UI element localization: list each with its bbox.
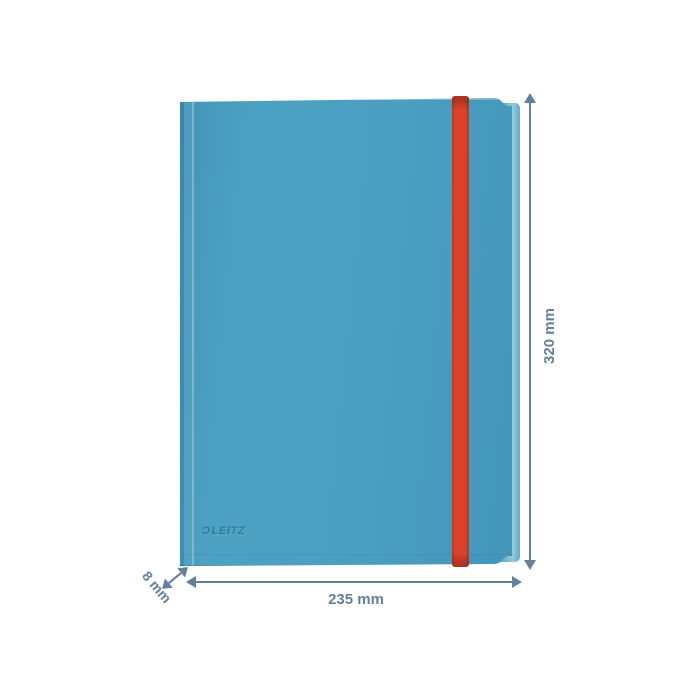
arrow-down-icon [524, 560, 536, 570]
width-dimension-label: 235 mm [328, 591, 384, 608]
arrow-up-icon [524, 93, 536, 103]
width-dimension-line [192, 581, 516, 583]
folder-bottom-fold-line [180, 554, 512, 555]
brand-logo: ƆLEITZ [202, 525, 245, 537]
folder-spine-fold-line [192, 98, 194, 566]
height-dimension-label: 320 mm [541, 308, 558, 364]
folder-spine-shade [180, 98, 184, 566]
elastic-band [452, 96, 469, 567]
arrow-right-icon [512, 576, 522, 588]
height-dimension-line [529, 101, 531, 563]
folder-spine [184, 98, 192, 566]
brand-logo-text: LEITZ [211, 525, 246, 537]
arrow-left-icon [186, 576, 196, 588]
leitz-mark-icon: Ɔ [202, 525, 211, 537]
